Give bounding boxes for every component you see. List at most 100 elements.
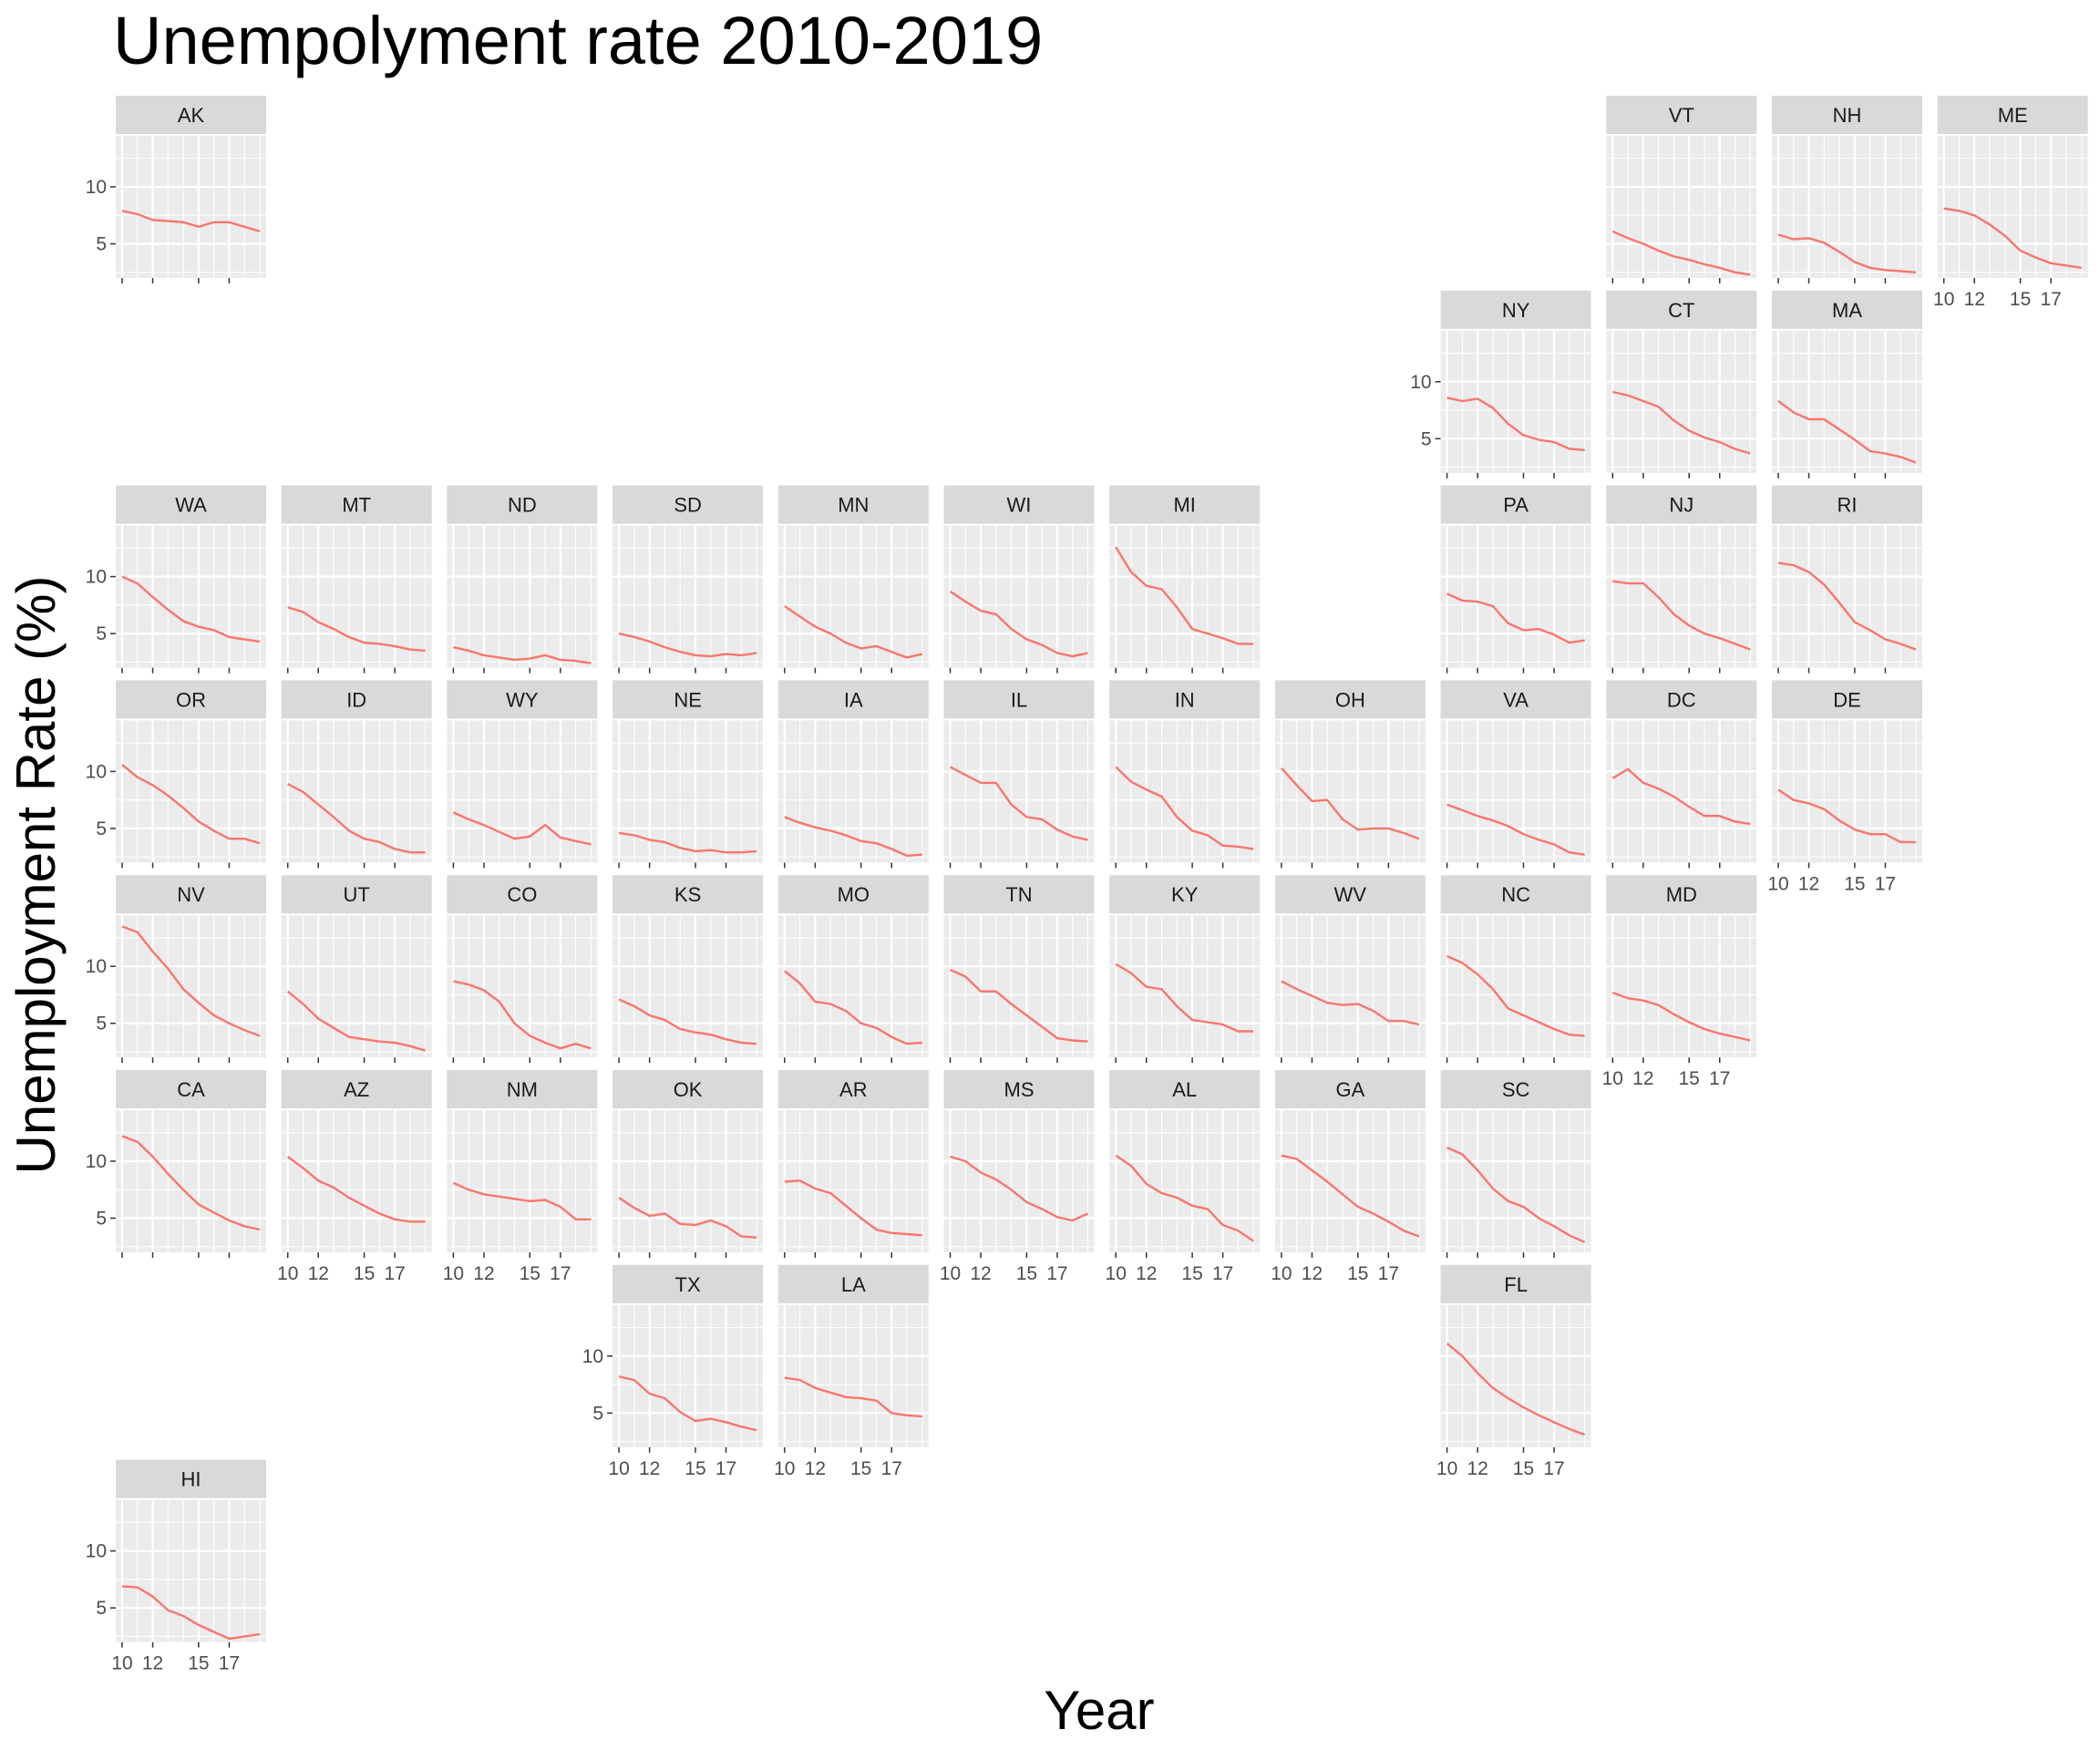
series-line-de <box>1777 788 1916 844</box>
series-line-fl <box>1446 1343 1586 1436</box>
facet-strip <box>281 875 432 914</box>
facet-panel-oh: OH <box>1274 680 1426 869</box>
y-tick-label: 5 <box>96 1209 107 1230</box>
facet-plot-area <box>281 1110 432 1252</box>
series-line-pa <box>1446 592 1585 644</box>
facet-strip-label: MS <box>1004 1078 1035 1101</box>
series-line-ma <box>1777 400 1917 464</box>
facet-strip <box>1772 96 1922 134</box>
facet-plot-area <box>1772 720 1922 863</box>
facet-panel-fl: FL <box>1440 1264 1591 1453</box>
series-line-la <box>784 1376 922 1418</box>
facet-plot-area <box>116 1499 266 1642</box>
x-tick-label: 15 <box>1679 1068 1700 1089</box>
facet-plot-area <box>1274 915 1426 1058</box>
facet-strip <box>116 875 266 914</box>
facet-panel-ma: MA <box>1772 290 1922 479</box>
x-tick-label: 17 <box>1378 1263 1399 1284</box>
y-tick-label: 10 <box>86 761 107 782</box>
facet-plot-area <box>281 915 432 1058</box>
x-tick-label: 15 <box>1347 1263 1368 1284</box>
series-line-al <box>1115 1154 1254 1242</box>
facet-plot-area <box>943 915 1095 1058</box>
x-tick-label: 12 <box>1632 1068 1653 1089</box>
x-tick-label: 10 <box>443 1263 464 1284</box>
x-tick-label: 15 <box>1844 873 1865 894</box>
facet-panel-mo: MO <box>777 875 929 1064</box>
y-tick-label: 5 <box>96 1598 107 1619</box>
facet-plot-area <box>612 720 764 863</box>
y-axis-title: Unemployment Rate (%) <box>5 576 67 1175</box>
facet-panel-nm: NM <box>447 1070 598 1258</box>
facet-panel-ak: AK 5 10 <box>86 96 266 283</box>
facet-plot-area <box>1606 525 1757 668</box>
x-tick-label: 12 <box>1467 1458 1488 1479</box>
series-line-wv <box>1281 980 1420 1026</box>
facet-strip-label: ME <box>1998 104 2028 127</box>
facet-plot-area <box>612 525 764 668</box>
facet-strip <box>1606 290 1757 329</box>
x-tick-label: 10 <box>1106 1263 1127 1284</box>
facet-plot-area <box>281 525 432 668</box>
facet-strip <box>943 485 1095 524</box>
facet-strip-label: MI <box>1173 494 1195 517</box>
facet-panel-ut: UT <box>281 875 432 1064</box>
facet-plot-area <box>281 720 432 863</box>
facet-strip-label: ND <box>508 494 537 517</box>
facet-strip-label: GA <box>1336 1078 1365 1101</box>
facet-strip <box>1772 290 1922 329</box>
facet-panel-mt: MT <box>281 485 432 674</box>
facet-plot-area <box>1606 330 1757 473</box>
x-axis-title: Year <box>1044 1680 1154 1741</box>
facet-strip <box>612 680 764 719</box>
facet-panel-ne: NE <box>612 680 764 869</box>
facet-strip-label: IA <box>844 688 863 711</box>
facet-panel-mi: MI <box>1109 485 1261 674</box>
facet-strip <box>116 1070 266 1108</box>
facet-plot-area <box>116 1110 266 1252</box>
y-tick-label: 10 <box>86 956 107 977</box>
series-line-sd <box>618 632 757 658</box>
x-tick-labels-fl: 10 12 15 17 <box>1436 1458 1565 1479</box>
facet-strip <box>612 1264 764 1303</box>
facet-strip <box>447 1070 598 1108</box>
facet-strip <box>1274 875 1426 914</box>
facet-strip-label: LA <box>841 1273 866 1296</box>
facet-strip <box>1440 875 1591 914</box>
facet-strip <box>777 875 929 914</box>
facet-plot-area <box>447 1110 598 1252</box>
x-tick-label: 15 <box>520 1263 540 1284</box>
facet-panel-ca: CA 5 10 <box>86 1070 266 1258</box>
series-line-az <box>286 1156 426 1223</box>
facet-panel-nc: NC <box>1440 875 1591 1064</box>
series-line-sc <box>1446 1146 1586 1243</box>
facet-panel-tn: TN <box>943 875 1095 1064</box>
x-tick-labels-la: 10 12 15 17 <box>774 1458 902 1479</box>
facet-strip-label: NE <box>674 688 702 711</box>
facet-strip <box>777 485 929 524</box>
facet-panel-nd: ND <box>447 485 598 674</box>
series-line-nj <box>1612 580 1751 651</box>
facet-panel-ia: IA <box>777 680 929 869</box>
facet-strip <box>1109 1070 1261 1108</box>
series-line-mi <box>1115 546 1254 645</box>
facet-strip-label: OK <box>674 1078 703 1101</box>
y-tick-label: 5 <box>96 1014 107 1035</box>
facet-strip <box>116 485 266 524</box>
facet-panel-sd: SD <box>612 485 764 674</box>
facet-strip-label: WY <box>506 688 539 711</box>
y-tick-label: 10 <box>86 1541 107 1562</box>
facet-strip-label: AR <box>839 1078 868 1101</box>
series-line-nv <box>121 925 261 1037</box>
facet-strip-label: CT <box>1668 299 1694 322</box>
x-tick-labels-tx: 10 12 15 17 <box>608 1458 736 1479</box>
x-tick-label: 12 <box>1302 1263 1323 1284</box>
facet-strip-label: VT <box>1669 104 1694 127</box>
facet-strip <box>1274 1070 1426 1108</box>
facet-strip-label: DC <box>1667 688 1696 711</box>
facet-plot-area <box>1772 525 1922 668</box>
x-tick-label: 10 <box>940 1263 961 1284</box>
series-line-tn <box>950 968 1088 1043</box>
x-tick-label: 15 <box>2010 289 2031 310</box>
series-line-ut <box>286 990 427 1052</box>
